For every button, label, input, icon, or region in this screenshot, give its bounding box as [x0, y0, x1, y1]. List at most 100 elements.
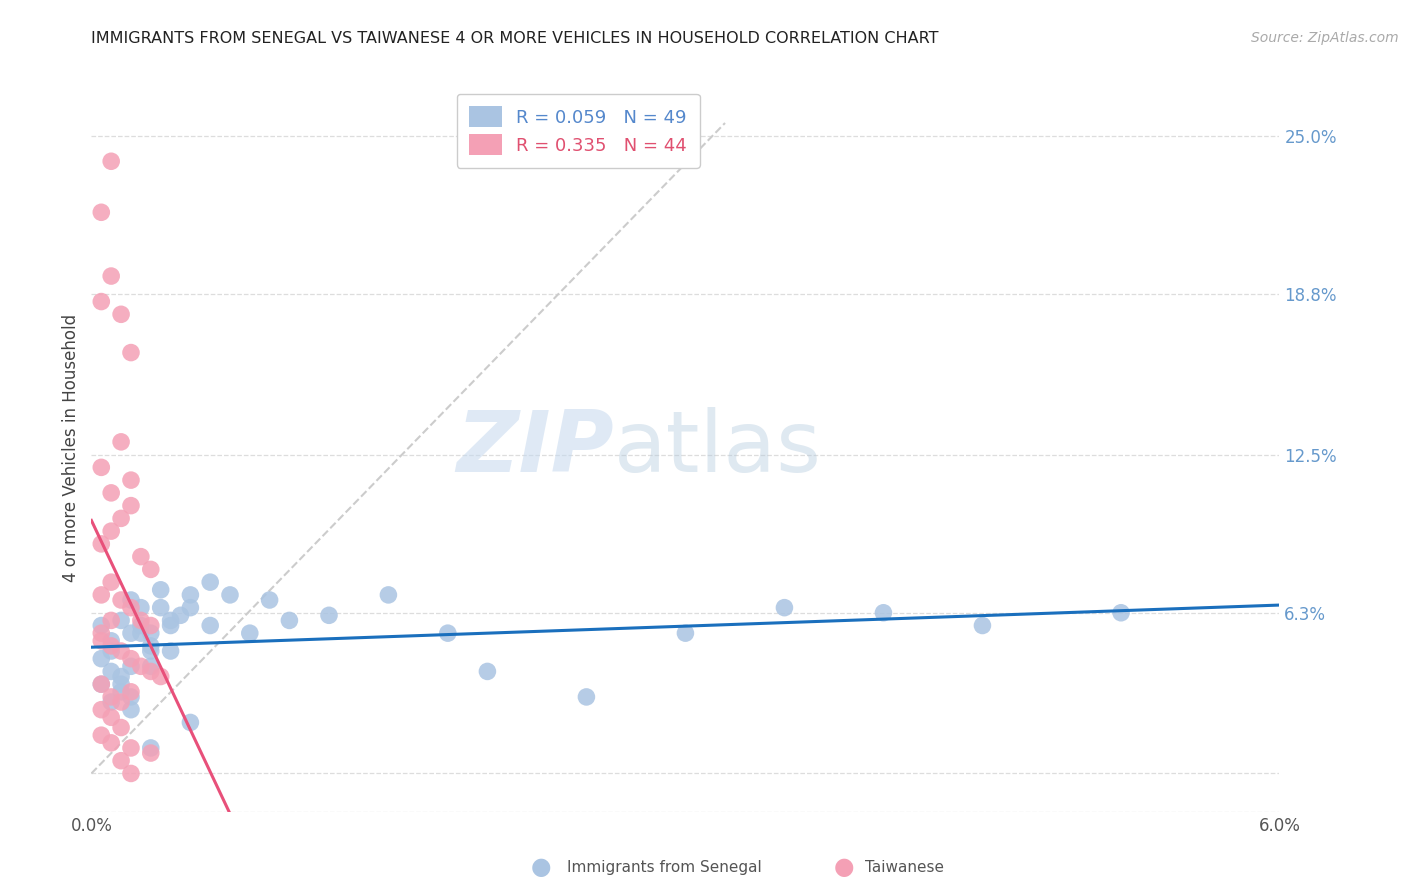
Point — [120, 685, 142, 699]
Point — [100, 154, 122, 169]
Point — [239, 626, 262, 640]
Text: ZIP: ZIP — [457, 407, 614, 490]
Point — [90, 651, 112, 665]
Point — [110, 307, 132, 321]
Point — [100, 633, 122, 648]
Point — [120, 741, 142, 756]
Y-axis label: 4 or more Vehicles in Household: 4 or more Vehicles in Household — [62, 314, 80, 582]
Text: ●: ● — [531, 855, 551, 879]
Point — [110, 695, 132, 709]
Point — [90, 588, 112, 602]
Text: ●: ● — [834, 855, 853, 879]
Point — [972, 618, 994, 632]
Point — [100, 639, 122, 653]
Point — [100, 268, 122, 283]
Point — [179, 600, 201, 615]
Point — [575, 690, 598, 704]
Point — [100, 695, 122, 709]
Point — [90, 728, 112, 742]
Point — [90, 537, 112, 551]
Point — [436, 626, 458, 640]
Point — [100, 575, 122, 590]
Point — [110, 677, 132, 691]
Point — [377, 588, 399, 602]
Point — [120, 593, 142, 607]
Point — [129, 549, 152, 564]
Point — [90, 618, 112, 632]
Point — [139, 618, 162, 632]
Point — [120, 499, 142, 513]
Point — [219, 588, 242, 602]
Point — [100, 736, 122, 750]
Point — [120, 345, 142, 359]
Point — [110, 593, 132, 607]
Point — [100, 614, 122, 628]
Point — [90, 294, 112, 309]
Point — [773, 600, 796, 615]
Point — [139, 741, 162, 756]
Point — [100, 690, 122, 704]
Point — [129, 626, 152, 640]
Point — [139, 746, 162, 760]
Point — [159, 614, 181, 628]
Point — [169, 608, 191, 623]
Point — [100, 486, 122, 500]
Text: Immigrants from Senegal: Immigrants from Senegal — [567, 860, 762, 874]
Point — [100, 665, 122, 679]
Point — [120, 766, 142, 780]
Point — [139, 665, 162, 679]
Point — [139, 562, 162, 576]
Point — [90, 703, 112, 717]
Point — [110, 669, 132, 683]
Point — [110, 685, 132, 699]
Text: atlas: atlas — [614, 407, 823, 490]
Point — [120, 600, 142, 615]
Point — [159, 618, 181, 632]
Text: IMMIGRANTS FROM SENEGAL VS TAIWANESE 4 OR MORE VEHICLES IN HOUSEHOLD CORRELATION: IMMIGRANTS FROM SENEGAL VS TAIWANESE 4 O… — [91, 31, 939, 46]
Point — [159, 644, 181, 658]
Point — [259, 593, 281, 607]
Point — [90, 677, 112, 691]
Point — [872, 606, 894, 620]
Point — [120, 651, 142, 665]
Point — [149, 669, 172, 683]
Point — [120, 473, 142, 487]
Point — [1109, 606, 1132, 620]
Point — [139, 626, 162, 640]
Point — [139, 644, 162, 658]
Point — [129, 659, 152, 673]
Point — [278, 614, 301, 628]
Point — [100, 524, 122, 538]
Point — [110, 721, 132, 735]
Text: Taiwanese: Taiwanese — [865, 860, 943, 874]
Point — [139, 639, 162, 653]
Point — [200, 575, 222, 590]
Point — [139, 659, 162, 673]
Point — [129, 614, 152, 628]
Text: Source: ZipAtlas.com: Source: ZipAtlas.com — [1251, 31, 1399, 45]
Point — [120, 659, 142, 673]
Point — [179, 588, 201, 602]
Point — [110, 644, 132, 658]
Point — [129, 600, 152, 615]
Point — [149, 600, 172, 615]
Point — [90, 205, 112, 219]
Legend: R = 0.059   N = 49, R = 0.335   N = 44: R = 0.059 N = 49, R = 0.335 N = 44 — [457, 94, 700, 168]
Point — [149, 582, 172, 597]
Point — [110, 614, 132, 628]
Point — [90, 677, 112, 691]
Point — [120, 626, 142, 640]
Point — [90, 633, 112, 648]
Point — [200, 618, 222, 632]
Point — [110, 434, 132, 449]
Point — [120, 690, 142, 704]
Point — [673, 626, 696, 640]
Point — [100, 710, 122, 724]
Point — [100, 644, 122, 658]
Point — [90, 460, 112, 475]
Point — [318, 608, 340, 623]
Point — [90, 626, 112, 640]
Point — [179, 715, 201, 730]
Point — [110, 754, 132, 768]
Point — [129, 618, 152, 632]
